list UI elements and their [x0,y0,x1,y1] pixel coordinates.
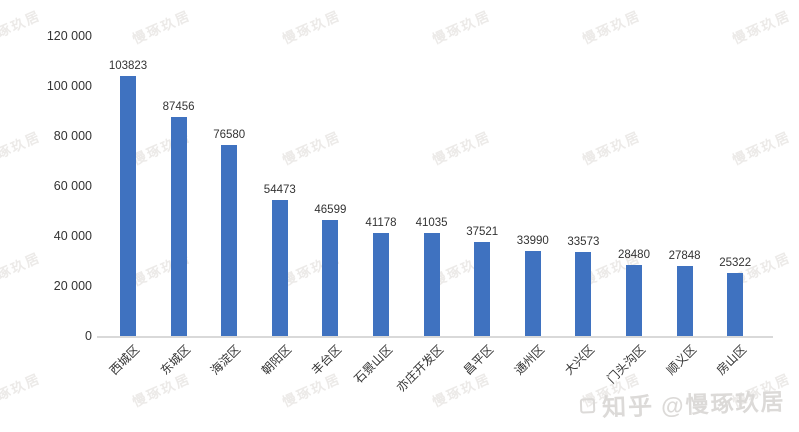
watermark-text: 慢琢玖居 [580,7,643,47]
x-axis-category-label: 房山区 [714,342,750,378]
x-axis-category-label: 通州区 [511,342,547,378]
bar [271,199,288,336]
bar-value-label: 46599 [314,203,347,216]
bar-value-label: 33990 [516,235,549,248]
bar-value-label: 27848 [668,250,701,263]
zhihu-logo-icon [579,398,596,414]
x-axis-category-label: 海淀区 [208,342,244,378]
x-axis-category-label: 顺义区 [663,342,699,378]
watermark-text: 慢琢玖居 [280,128,343,168]
bar-value-label: 37521 [466,226,499,239]
watermark-text: 慢琢玖居 [280,370,343,410]
watermark-text: 慢琢玖居 [280,7,343,47]
bar-value-label: 54473 [263,183,296,196]
bar [221,144,238,336]
x-axis-category-label: 石景山区 [351,342,396,387]
y-axis-tick-label: 40 000 [53,229,92,243]
bar [727,272,744,336]
bar-value-label: 41178 [365,217,397,230]
bar-value-label: 76580 [213,128,246,141]
y-axis-tick-label: 60 000 [53,179,92,193]
y-axis-tick-label: 80 000 [53,129,92,143]
bar [524,251,541,336]
bar [373,233,389,336]
zhihu-watermark: 知乎 @慢琢玖居 [579,381,786,423]
bar [170,117,187,336]
x-axis-baseline [97,336,773,338]
bar-value-label: 41035 [415,217,448,230]
watermark-text: 慢琢玖居 [0,370,43,410]
bar [474,242,491,336]
bar [575,252,592,336]
watermark-text: 慢琢玖居 [430,370,493,410]
x-axis-category-label: 大兴区 [562,342,598,378]
watermark-text: 慢琢玖居 [430,7,493,47]
bar-value-label: 87456 [162,101,195,114]
watermark-text: 慢琢玖居 [130,7,193,47]
bar-value-label: 25322 [719,256,752,269]
y-axis-tick-label: 100 000 [46,79,92,93]
y-axis-tick-label: 20 000 [53,279,92,293]
bar [626,264,642,336]
bar [120,76,136,336]
watermark-text: 慢琢玖居 [130,370,193,410]
author-handle: @慢琢玖居 [660,387,786,419]
bar [676,266,693,336]
y-axis-tick-label: 0 [85,329,92,343]
watermark-text: 慢琢玖居 [430,128,493,168]
bar-value-label: 28480 [618,248,650,261]
x-axis-category-label: 朝阳区 [258,342,294,378]
bar [322,219,339,336]
watermark-text: 慢琢玖居 [730,128,793,168]
bar [423,233,440,336]
y-axis-tick-label: 120 000 [46,29,92,43]
zhihu-brand-text: 知乎 [601,393,655,422]
bar-value-label: 33573 [567,236,600,249]
x-axis-category-label: 西城区 [106,342,143,378]
bar-value-label: 103823 [108,60,148,73]
watermark-text: 慢琢玖居 [580,128,643,168]
watermark-text: 慢琢玖居 [730,7,793,47]
